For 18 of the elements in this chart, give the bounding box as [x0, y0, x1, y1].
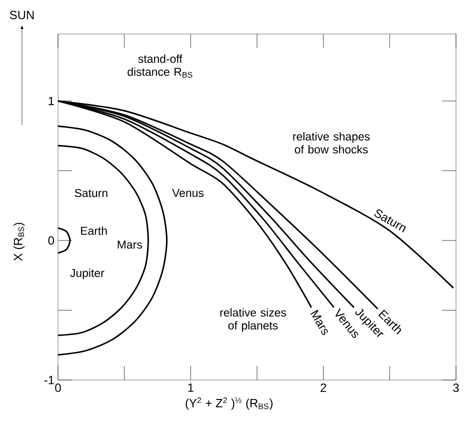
- annotation: stand-off distance R$_{BS}$: [128, 54, 192, 78]
- annotation: relative shapes of bow shocks: [293, 132, 370, 154]
- x-tick-label: 3: [453, 384, 459, 392]
- annotation: Mars: [118, 240, 142, 249]
- text: (Y$^{2}$ + Z$^{2}$ )$^{½}$ (R$_{BS}$): [186, 397, 273, 410]
- annotation: Earth: [81, 226, 107, 235]
- annotation: Venus: [172, 189, 204, 198]
- x-tick-label: 2: [320, 384, 326, 392]
- y-axis-title: X (R$_{BS}$): [14, 222, 25, 261]
- annotation: Jupiter: [70, 268, 104, 280]
- annotation: Saturn: [74, 188, 108, 198]
- y-tick-label: 1: [48, 96, 54, 106]
- y-tick-label: -1: [44, 376, 54, 384]
- y-tick-label: 0: [48, 236, 54, 245]
- x-tick-label: 1: [188, 384, 194, 392]
- annotation: relative sizes of planets: [220, 308, 286, 332]
- text: SUN: [10, 10, 34, 20]
- x-tick-label: 0: [55, 384, 61, 392]
